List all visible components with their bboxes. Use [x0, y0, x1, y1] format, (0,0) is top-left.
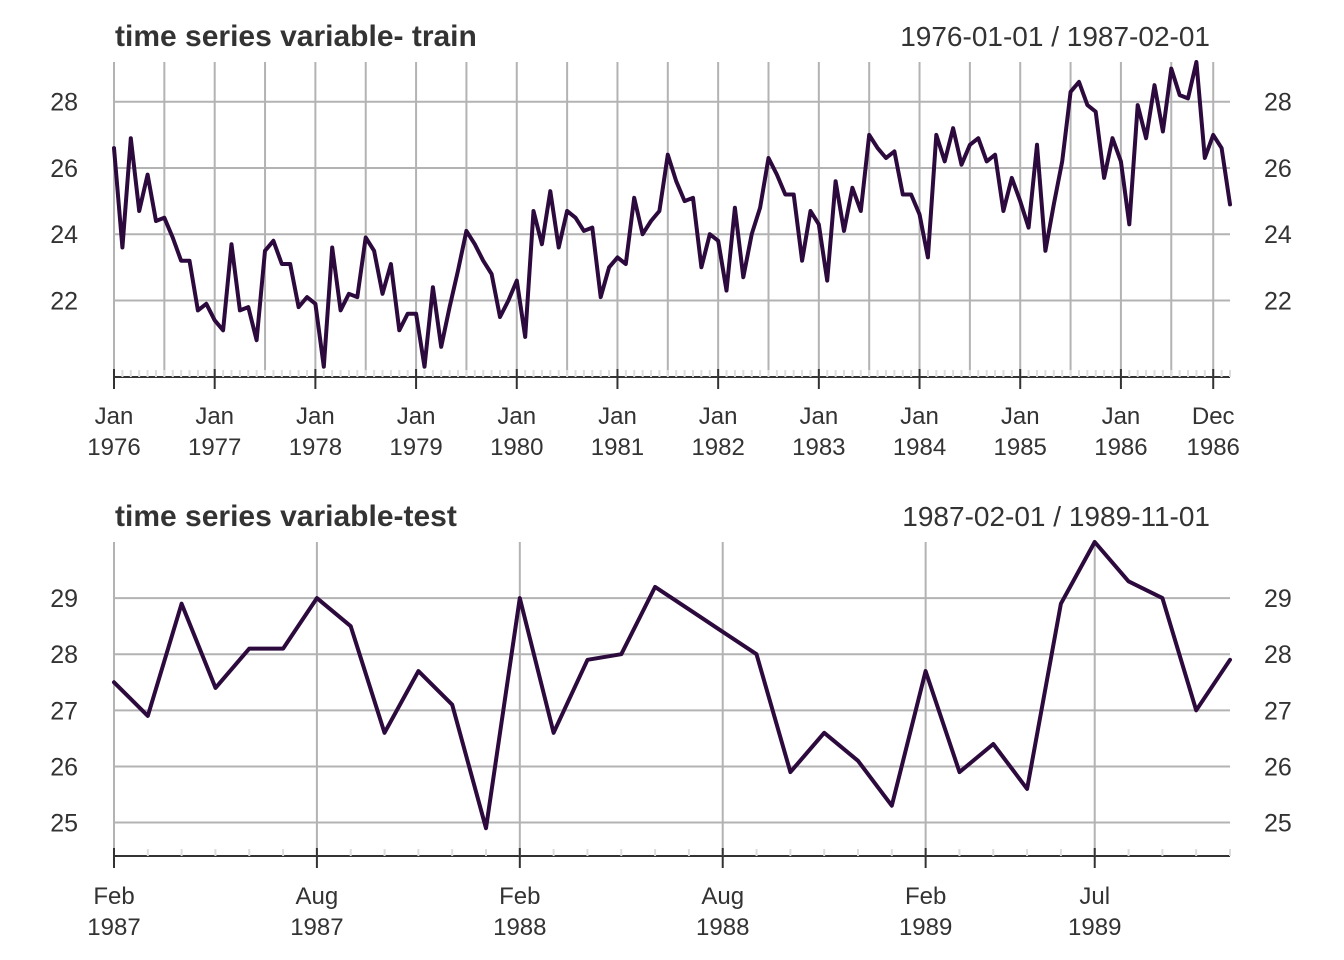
- test-ytick-right-label: 29: [1264, 585, 1292, 613]
- train-xtick-year-label: 1985: [994, 434, 1047, 461]
- train-xtick-month-label: Jan: [497, 403, 536, 430]
- train-xtick-year-label: 1979: [389, 434, 442, 461]
- test-ytick-left-label: 26: [50, 753, 78, 781]
- test-ytick-right-label: 28: [1264, 641, 1292, 669]
- train-xtick-month-label: Jan: [598, 403, 637, 430]
- train-ytick-left-label: 26: [50, 155, 78, 183]
- test-xtick-month-label: Jul: [1079, 883, 1110, 910]
- train-xtick-year-label: 1977: [188, 434, 241, 461]
- test-xtick-year-label: 1987: [290, 914, 343, 941]
- train-xtick-year-label: 1980: [490, 434, 543, 461]
- train-ytick-left-label: 24: [50, 221, 78, 249]
- test-xtick-month-label: Aug: [296, 883, 339, 910]
- train-xtick-month-label: Jan: [799, 403, 838, 430]
- train-xtick-year-label: 1986: [1094, 434, 1147, 461]
- train-xtick-month-label: Jan: [397, 403, 436, 430]
- train-xtick-month-label: Jan: [699, 403, 738, 430]
- test-xtick-year-label: 1989: [1068, 914, 1121, 941]
- train-xtick-month-label: Jan: [900, 403, 939, 430]
- train-panel: time series variable- train 1976-01-01 /…: [50, 20, 1292, 461]
- train-xtick-year-label: 1986: [1187, 434, 1240, 461]
- train-xtick-year-label: 1978: [289, 434, 342, 461]
- train-xtick-month-label: Dec: [1192, 403, 1235, 430]
- test-ytick-right-label: 26: [1264, 753, 1292, 781]
- train-xtick-month-label: Jan: [195, 403, 234, 430]
- train-xtick-year-label: 1981: [591, 434, 644, 461]
- train-xtick-year-label: 1976: [87, 434, 140, 461]
- train-xtick-year-label: 1982: [691, 434, 744, 461]
- train-ytick-left-label: 22: [50, 287, 78, 315]
- train-ytick-right-label: 26: [1264, 155, 1292, 183]
- test-xtick-year-label: 1987: [87, 914, 140, 941]
- test-ytick-left-label: 29: [50, 585, 78, 613]
- test-xtick-year-label: 1989: [899, 914, 952, 941]
- train-xtick-month-label: Jan: [95, 403, 134, 430]
- train-series-line: [112, 60, 1232, 369]
- test-xtick-month-label: Feb: [93, 883, 134, 910]
- test-xtick-year-label: 1988: [696, 914, 749, 941]
- test-xtick-month-label: Aug: [701, 883, 744, 910]
- train-ytick-right-label: 22: [1264, 287, 1292, 315]
- test-title: time series variable-test: [115, 500, 457, 533]
- test-xtick-month-label: Feb: [499, 883, 540, 910]
- test-ytick-left-label: 27: [50, 697, 78, 725]
- test-ytick-left-label: 25: [50, 810, 78, 838]
- test-ytick-right-label: 27: [1264, 697, 1292, 725]
- test-series-line: [112, 540, 1232, 831]
- train-ytick-right-label: 24: [1264, 221, 1292, 249]
- train-xtick-month-label: Jan: [1102, 403, 1141, 430]
- train-xtick-year-label: 1983: [792, 434, 845, 461]
- train-xtick-month-label: Jan: [296, 403, 335, 430]
- test-date-range: 1987-02-01 / 1989-11-01: [902, 501, 1210, 532]
- train-xtick-year-label: 1984: [893, 434, 946, 461]
- train-date-range: 1976-01-01 / 1987-02-01: [900, 21, 1210, 52]
- train-ytick-right-label: 28: [1264, 89, 1292, 117]
- test-panel: time series variable-test 1987-02-01 / 1…: [50, 500, 1292, 941]
- test-ytick-right-label: 25: [1264, 810, 1292, 838]
- test-xtick-year-label: 1988: [493, 914, 546, 941]
- train-title: time series variable- train: [115, 20, 477, 53]
- test-xtick-month-label: Feb: [905, 883, 946, 910]
- train-xtick-month-label: Jan: [1001, 403, 1040, 430]
- test-ytick-left-label: 28: [50, 641, 78, 669]
- train-ytick-left-label: 28: [50, 89, 78, 117]
